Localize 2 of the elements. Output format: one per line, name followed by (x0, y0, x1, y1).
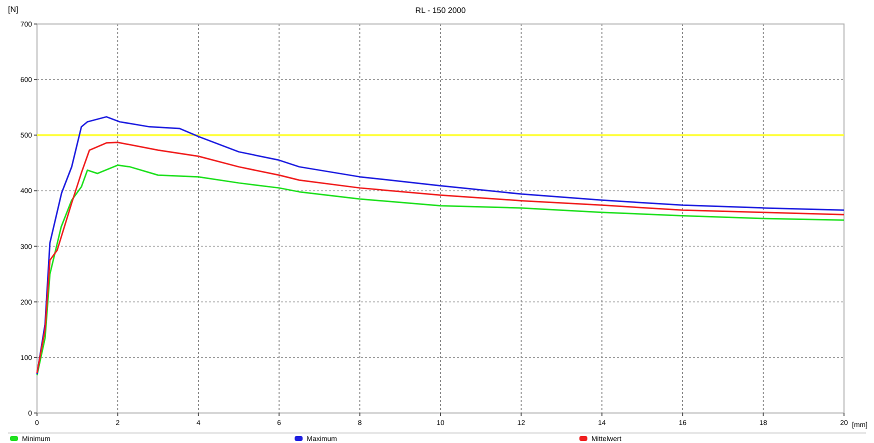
chart-title: RL - 150 2000 (415, 6, 466, 15)
y-axis-title: [N] (8, 5, 18, 14)
